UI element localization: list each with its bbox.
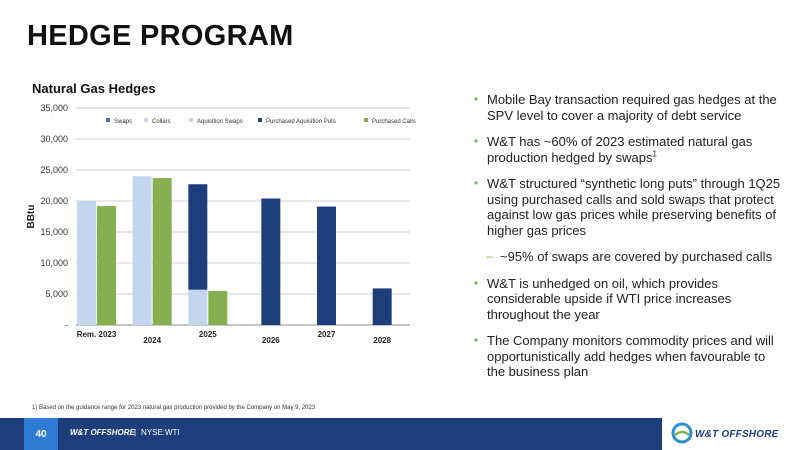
y-tick-label: 15,000	[40, 227, 68, 237]
x-tick-label: 2027	[318, 330, 336, 339]
x-tick-label: 2025	[199, 330, 217, 339]
x-tick-label: 2026	[262, 336, 280, 345]
y-tick-label: 25,000	[40, 165, 68, 175]
natural-gas-hedges-chart: - 5,000 10,000 15,000 20,000 25,000 30,000 35,0…	[26, 103, 416, 345]
footnote: 1) Based on the guidance range for 2023 …	[32, 405, 316, 411]
y-tick-label: 30,000	[40, 134, 68, 144]
bullet-text: W&T has ~60% of 2023 estimated natural g…	[487, 134, 753, 165]
bar-purchased-aquisition-puts	[317, 206, 336, 325]
bullet-text: Mobile Bay transaction required gas hedg…	[487, 92, 777, 123]
footer-separator: |	[134, 428, 137, 437]
y-tick-label: 10,000	[40, 258, 68, 268]
bullet-item: The Company monitors commodity prices an…	[474, 333, 784, 380]
x-tick-label: 2028	[373, 336, 391, 345]
bar-purchased-aquisition-puts	[372, 288, 392, 325]
bullet-text: W&T is unhedged on oil, which provides c…	[487, 275, 732, 322]
bar-purchased-aquisition-puts	[188, 184, 208, 290]
legend-label: Purchased Calls	[372, 119, 416, 125]
bullet-list: Mobile Bay transaction required gas hedg…	[474, 92, 784, 391]
slide-title: HEDGE PROGRAM	[27, 20, 294, 52]
bullet-text: The Company monitors commodity prices an…	[487, 333, 774, 379]
bullet-item: W&T is unhedged on oil, which provides c…	[474, 276, 784, 323]
bar-purchased-calls	[97, 205, 116, 325]
y-tick-label: 35,000	[40, 103, 68, 113]
chart-title: Natural Gas Hedges	[32, 81, 156, 96]
bar-aquisition-swaps	[188, 289, 208, 325]
bullet-text: ~95% of swaps are covered by purchased c…	[500, 249, 773, 264]
bar-purchased-calls	[208, 290, 228, 325]
y-axis-label: BBtu	[26, 205, 37, 229]
bullet-item: ~95% of swaps are covered by purchased c…	[474, 249, 784, 265]
x-tick-label: 2024	[143, 336, 161, 345]
legend-swatch	[258, 118, 262, 122]
footer-company: W&T OFFSHORE	[70, 428, 135, 437]
footer-ticker: NYSE:WTI	[141, 428, 180, 437]
bar-purchased-calls	[152, 178, 172, 325]
legend-swatch	[189, 118, 193, 122]
bullet-item: W&T has ~60% of 2023 estimated natural g…	[474, 134, 784, 165]
y-tick-label: 20,000	[40, 196, 68, 206]
legend-swatch	[364, 118, 368, 122]
y-tick-label: 5,000	[45, 289, 68, 299]
bullet-text: W&T structured “synthetic long puts” thr…	[487, 176, 781, 238]
legend-label: Purchased Aquisition Puts	[266, 119, 336, 125]
legend-label: Swaps	[114, 119, 132, 125]
logo-text: W&T OFFSHORE	[695, 429, 779, 440]
bar-purchased-aquisition-puts	[261, 198, 281, 325]
bar-aquisition-swaps	[132, 176, 152, 325]
x-tick-label: Rem. 2023	[77, 330, 117, 339]
company-logo-icon	[671, 422, 693, 444]
legend-swatch	[144, 118, 148, 122]
legend-label: Aquisition Swaps	[197, 119, 243, 125]
bullet-item: W&T structured “synthetic long puts” thr…	[474, 176, 784, 238]
legend-label: Collars	[152, 119, 171, 125]
page-number: 40	[24, 418, 58, 450]
bullet-item: Mobile Bay transaction required gas hedg…	[474, 92, 784, 123]
y-tick-label: -	[65, 320, 68, 330]
legend-swatch	[106, 118, 110, 122]
bar-aquisition-swaps	[77, 201, 96, 325]
footnote-ref: 1	[652, 149, 657, 159]
